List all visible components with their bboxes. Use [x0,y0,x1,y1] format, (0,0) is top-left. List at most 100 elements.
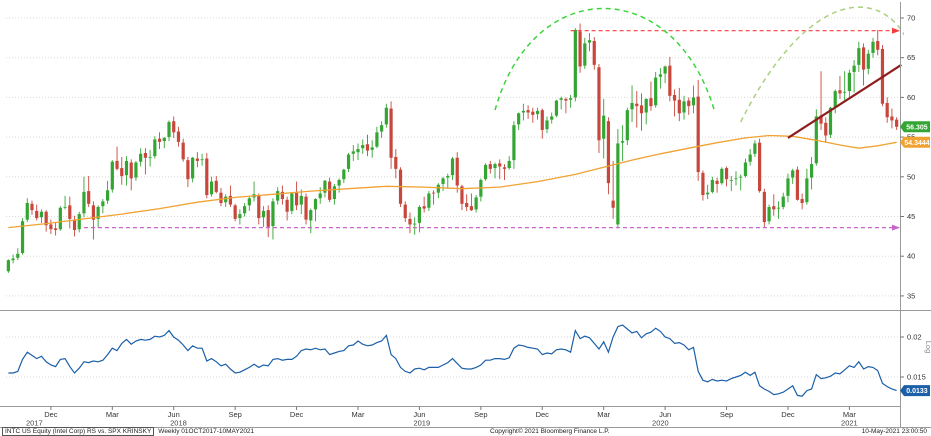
month-tick-label: Jun [659,410,671,419]
candle-down [895,119,899,127]
candle-up [413,223,417,225]
candle-up [441,178,445,184]
moving-average-badge: 54.3444 [900,136,930,148]
candle-down [677,99,681,114]
candle-down [280,191,285,200]
candle-down [328,181,332,200]
year-tick-label: 2019 [413,419,430,428]
candle-down [422,206,426,209]
candle-up [587,40,592,43]
candle-down [157,138,162,142]
candle-up [748,154,752,162]
svg-text:0.0133: 0.0133 [906,388,928,395]
svg-text:35: 35 [907,291,915,300]
candle-up [417,206,422,223]
candle-up [474,197,478,210]
candle-down [186,160,190,180]
month-tick-label: Dec [44,410,58,419]
candle-up [512,125,516,161]
candle-up [375,132,379,147]
candle-up [654,77,658,106]
candle-up [309,210,313,221]
candle-up [691,97,696,106]
candle-up [843,91,847,93]
candle-up [351,151,355,154]
candle-up [739,176,743,178]
line-arrow-icon [892,27,900,34]
candle-up [767,206,771,222]
candle-up [124,160,129,176]
candle-down [115,160,119,169]
candle-up [535,110,540,115]
candle-up [356,149,360,153]
candle-up [729,179,733,181]
instrument-label: INTC US Equity (Intel Corp) RS vs. SPX K… [2,427,155,436]
candle-down [469,206,473,211]
candle-up [337,179,341,186]
ratio-axis: 0.02 0.015 [900,333,926,382]
candle-up [493,164,497,169]
candle-down [120,168,124,177]
candle-down [257,195,261,219]
candle-up [346,154,351,169]
candle-down [819,115,823,124]
candle-up [847,72,851,92]
candle-up [644,98,648,113]
moving-average-line [8,134,897,229]
candle-down [72,220,77,230]
candle-up [517,113,521,125]
candle-up [58,207,62,230]
month-tick-label: Mar [106,410,119,419]
candle-down [578,31,582,67]
period-label: Weekly 01OCT2017-10MAY2021 [158,428,255,435]
candle-down [294,192,299,206]
panel-frame [0,2,931,428]
month-tick-label: Dec [781,410,795,419]
candle-up [554,100,559,116]
candle-down [526,110,530,113]
svg-text:45: 45 [907,212,915,221]
candle-down [890,116,894,121]
relative-strength-line [8,324,897,397]
candle-up [96,206,100,219]
candle-down [44,211,48,226]
ratio-value-badge: 0.0133 [900,385,930,397]
candle-down [800,199,804,204]
candle-up [809,164,814,178]
candle-up [299,195,303,205]
candle-up [658,74,662,77]
month-tick-label: Dec [290,410,304,419]
month-tick-label: Mar [843,410,856,419]
candle-up [828,107,833,135]
candle-up [101,201,105,207]
svg-text:0.015: 0.015 [907,373,926,382]
candle-up [871,41,875,53]
candle-up [110,161,114,190]
right-shoulder-arc [740,6,904,123]
candle-down [838,90,842,94]
svg-text:60: 60 [907,93,915,102]
candle-up [791,170,795,178]
candle-down [795,169,800,200]
candle-up [734,178,738,180]
candle-up [332,186,336,200]
candle-down [672,95,677,101]
candle-up [710,179,714,192]
year-tick-label: 2021 [841,419,858,428]
head-arc [494,7,716,112]
svg-text:65: 65 [907,53,915,62]
candle-down [266,210,270,227]
candle-down [606,121,611,184]
candle-down [54,228,58,230]
candle-down [214,180,218,192]
candle-down [531,111,535,115]
candle-down [488,164,492,169]
candle-up [550,116,554,120]
candle-up [602,115,606,139]
candle-down [68,205,72,219]
candle-down [233,205,237,219]
candle-up [507,160,511,169]
candle-up [616,143,620,225]
candle-down [564,98,568,101]
